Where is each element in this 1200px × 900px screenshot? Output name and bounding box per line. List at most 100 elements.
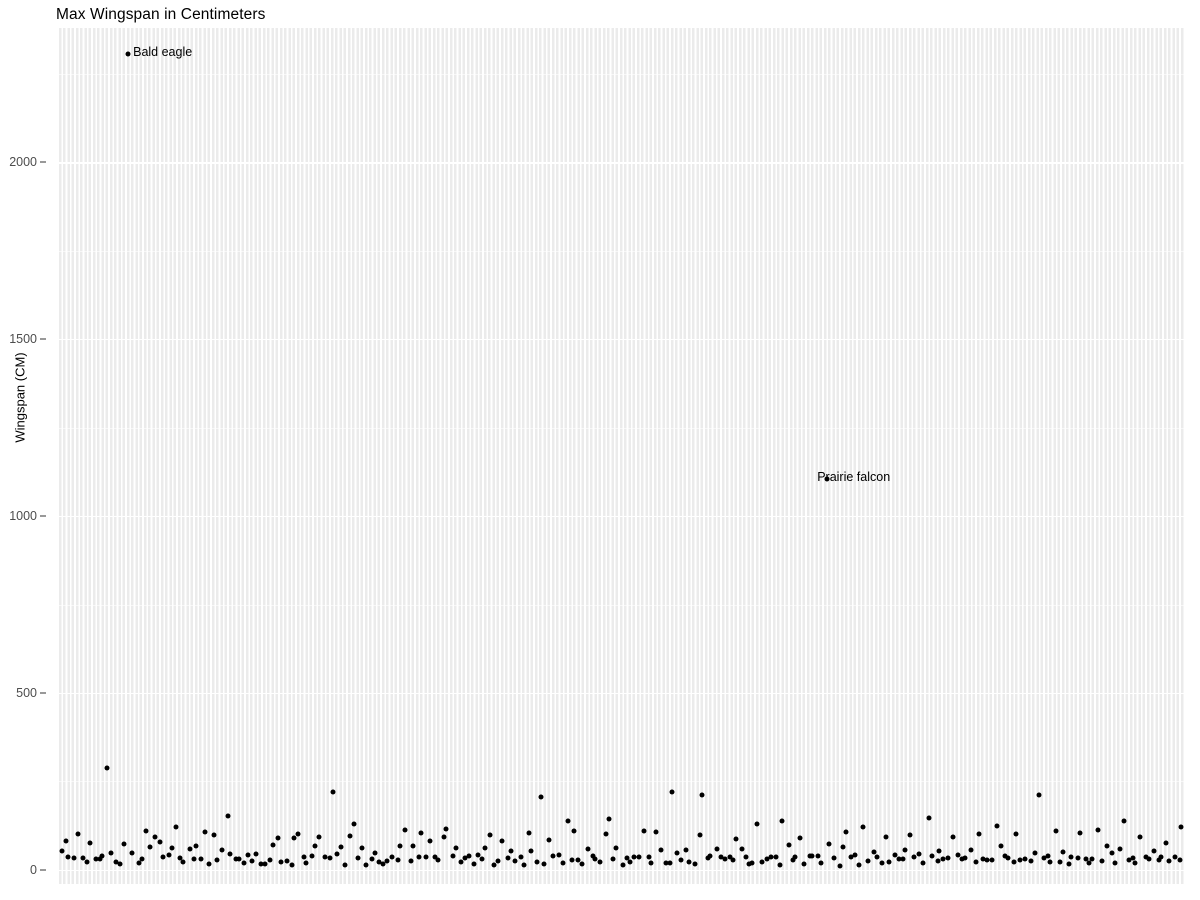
scatter-point [267, 857, 273, 863]
scatter-point [518, 854, 524, 860]
scatter-point [790, 857, 796, 863]
gridline-major [59, 339, 1185, 341]
scatter-point [214, 857, 220, 863]
scatter-point [1117, 846, 1123, 852]
scatter-point [936, 848, 942, 854]
scatter-point [541, 861, 547, 867]
scatter-point [258, 861, 264, 867]
y-tick-label: 2000 [9, 155, 37, 170]
scatter-point [512, 858, 518, 864]
scatter-point [312, 843, 318, 849]
scatter-point [779, 818, 785, 824]
scatter-point [1172, 854, 1178, 860]
scatter-point [187, 846, 193, 852]
scatter-point [309, 853, 315, 859]
scatter-point [764, 856, 770, 862]
scatter-point [976, 831, 982, 837]
scatter-point [108, 850, 114, 856]
scatter-point [962, 855, 968, 861]
scatter-point [707, 853, 713, 859]
scatter-point [113, 859, 119, 865]
scatter-point [136, 860, 142, 866]
scatter-point [395, 857, 401, 863]
scatter-point [1011, 859, 1017, 865]
scatter-point [202, 829, 208, 835]
scatter-point [546, 837, 552, 843]
scatter-point [97, 856, 103, 862]
scatter-point [462, 855, 468, 861]
scatter-point [397, 843, 403, 849]
scatter-point [471, 861, 477, 867]
scatter-point [754, 821, 760, 827]
scatter-point [262, 861, 267, 867]
y-tick-label: 500 [16, 685, 37, 700]
scatter-point [1060, 849, 1066, 855]
scatter-point [330, 789, 336, 795]
gridline-major [59, 162, 1185, 164]
scatter-point [1104, 843, 1110, 849]
scatter-point [355, 855, 361, 861]
scatter-point [482, 845, 488, 851]
scatter-point [75, 831, 81, 837]
scatter-point [1086, 860, 1092, 866]
scatter-point [495, 858, 501, 864]
scatter-point [177, 855, 183, 861]
scatter-point [180, 859, 186, 865]
scatter-point [435, 857, 441, 863]
y-tick-label: 1500 [9, 332, 37, 347]
scatter-point [606, 816, 612, 822]
scatter-point [427, 838, 433, 844]
scatter-point [432, 854, 438, 860]
scatter-point [718, 854, 724, 860]
scatter-point [1163, 840, 1169, 846]
scatter-point [505, 855, 511, 861]
scatter-point [565, 818, 571, 824]
scatter-point [818, 860, 824, 866]
scatter-point [334, 851, 340, 857]
scatter-point [359, 845, 365, 851]
scatter-point [1156, 857, 1162, 863]
scatter-point [1099, 858, 1105, 864]
scatter-point [270, 842, 276, 848]
y-axis-tick-labels: 0 500 1000 1500 2000 [0, 0, 48, 900]
scatter-point [597, 859, 603, 865]
scatter-point [773, 854, 779, 860]
y-tick-mark [40, 161, 46, 163]
scatter-point [198, 856, 204, 862]
scatter-point [443, 826, 449, 832]
scatter-point [792, 854, 798, 860]
scatter-point [801, 861, 807, 867]
scatter-point [571, 828, 577, 834]
scatter-point [80, 855, 86, 861]
scatter-point [1112, 860, 1118, 866]
scatter-point [1028, 858, 1034, 864]
scatter-point [1066, 861, 1072, 867]
scatter-point [911, 854, 917, 860]
scatter-point [653, 829, 659, 835]
scatter-point [585, 846, 591, 852]
scatter-point [327, 855, 333, 861]
scatter-point [316, 834, 322, 840]
scatter-point [253, 851, 259, 857]
scatter-point [955, 852, 961, 858]
scatter-point [508, 848, 514, 854]
scatter-point [940, 856, 946, 862]
scatter-point [1137, 834, 1143, 840]
scatter-point [743, 854, 749, 860]
scatter-point [63, 838, 69, 844]
scatter-point [883, 834, 889, 840]
scatter-points-layer: Bald eagle Prairie falcon [59, 28, 1185, 884]
scatter-point [1083, 856, 1089, 862]
gridline-major [59, 692, 1185, 695]
scatter-point [206, 861, 212, 867]
scatter-point [342, 862, 348, 868]
scatter-point [157, 839, 163, 845]
scatter-point [669, 789, 675, 795]
scatter-point [843, 829, 849, 835]
scatter-point [759, 859, 765, 865]
scatter-point [692, 861, 698, 867]
scatter-point [129, 850, 135, 856]
y-tick-mark [40, 515, 46, 517]
scatter-point [1158, 854, 1164, 860]
